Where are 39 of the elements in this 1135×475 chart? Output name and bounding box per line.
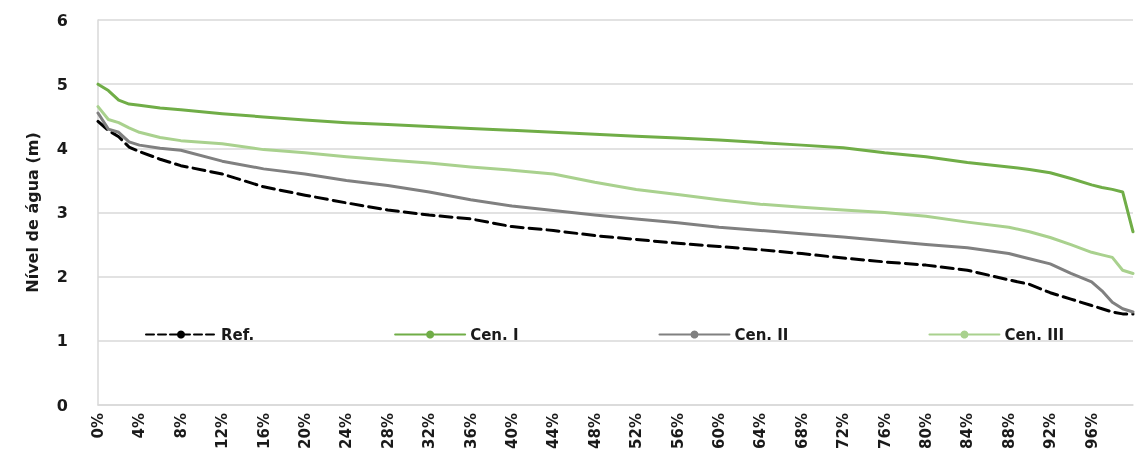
x-tick-label: 56%	[668, 413, 687, 449]
x-tick-label: 32%	[420, 413, 439, 449]
x-tick-label: 52%	[627, 413, 646, 449]
y-tick-label: 3	[56, 203, 68, 222]
legend-label: Cen. II	[734, 325, 789, 344]
x-tick-label: 0%	[89, 413, 107, 439]
y-tick-label: 4	[56, 138, 68, 158]
x-tick-label: 92%	[1041, 413, 1060, 449]
y-axis-title: Nível de água (m)	[22, 132, 42, 293]
y-tick-label: 1	[56, 331, 68, 351]
x-tick-label: 20%	[296, 413, 314, 449]
line-series	[96, 105, 1135, 275]
x-tick-label: 44%	[544, 413, 563, 449]
legend-label: Cen. I	[470, 325, 519, 344]
legend-label: Cen. III	[1004, 325, 1064, 344]
x-tick-label: 80%	[917, 413, 935, 449]
x-tick-label: 48%	[585, 413, 604, 449]
x-tick-label: 72%	[834, 413, 853, 449]
x-tick-label: 88%	[999, 413, 1018, 449]
x-tick-label: 76%	[875, 413, 894, 449]
x-tick-label: 64%	[751, 413, 770, 449]
x-tick-label: 60%	[710, 413, 728, 449]
x-tick-label: 24%	[337, 413, 356, 449]
legend-label: Ref.	[221, 325, 255, 344]
x-tick-label: 40%	[503, 413, 521, 449]
x-tick-label: 12%	[213, 413, 232, 449]
y-tick-label: 6	[56, 10, 68, 30]
x-tick-label: 84%	[958, 413, 977, 449]
y-tick-label: 5	[56, 74, 68, 94]
x-tick-label: 8%	[171, 413, 190, 439]
x-tick-label: 4%	[130, 413, 149, 439]
line-series	[96, 82, 1135, 234]
x-tick-label: 68%	[792, 413, 811, 449]
x-tick-label: 96%	[1082, 413, 1101, 449]
x-tick-label: 28%	[378, 413, 397, 449]
y-tick-label: 0	[56, 395, 68, 415]
y-tick-label: 2	[56, 267, 68, 287]
x-tick-label: 36%	[461, 413, 480, 449]
x-tick-label: 16%	[254, 413, 273, 449]
